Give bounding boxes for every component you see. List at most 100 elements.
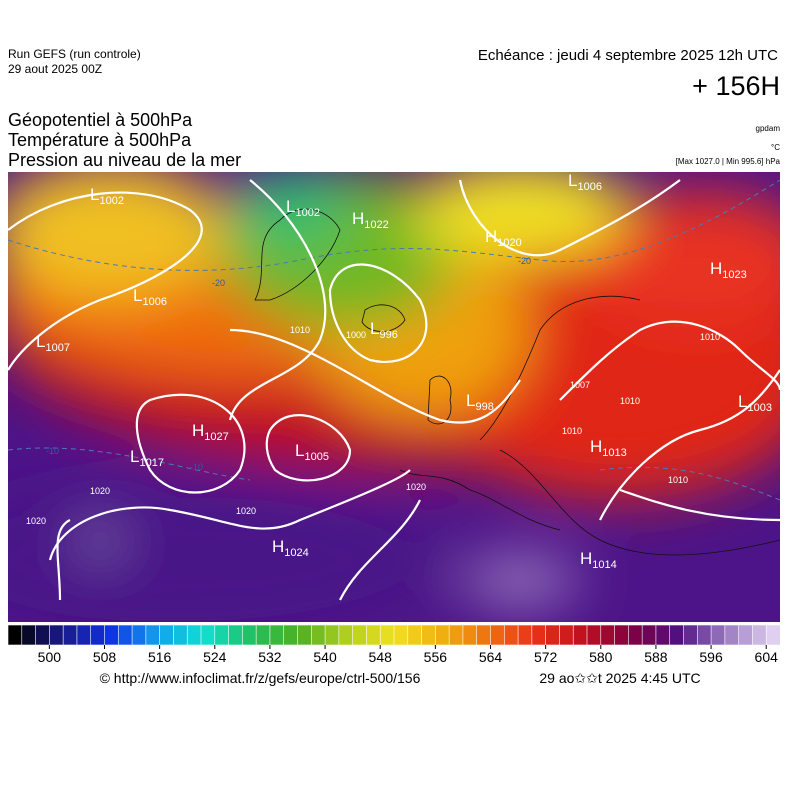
- colorbar-swatch: [159, 624, 175, 646]
- pressure-center: H1020: [485, 227, 522, 249]
- colorbar-swatch: [255, 624, 271, 646]
- pressure-center: L1002: [286, 197, 320, 219]
- pressure-center: H1022: [352, 209, 389, 231]
- colorbar-swatch: [393, 624, 409, 646]
- pressure-center: L1017: [130, 447, 164, 469]
- temperature-label: -10: [190, 462, 203, 472]
- center-value: 1002: [99, 195, 123, 207]
- center-kind: H: [352, 209, 364, 228]
- colorbar-swatch: [448, 624, 464, 646]
- colorbar-swatch: [724, 624, 740, 646]
- colorbar-swatch: [338, 624, 354, 646]
- colorbar-swatch: [352, 624, 368, 646]
- colorbar-swatch: [421, 624, 436, 646]
- colorbar-swatch: [214, 624, 230, 646]
- pressure-center: L1007: [36, 332, 70, 354]
- colorbar-swatch: [655, 624, 671, 646]
- center-kind: H: [485, 227, 497, 246]
- colorbar-swatch: [517, 624, 533, 646]
- colorbar-swatch: [614, 624, 629, 646]
- pressure-center: L1005: [295, 441, 329, 463]
- colorbar-swatch: [669, 624, 685, 646]
- pressure-center: H1024: [272, 537, 309, 559]
- center-kind: H: [580, 549, 592, 568]
- map-labels: L1002 L1002 H1022H1020L1006H1023L1006L996L…: [26, 171, 772, 571]
- center-value: 1024: [284, 547, 308, 559]
- colorbar-label: 532: [258, 649, 282, 665]
- colorbar-label: 548: [369, 649, 393, 665]
- center-value: 1022: [364, 219, 388, 231]
- colorbar-swatch: [710, 624, 726, 646]
- colorbar-label: 516: [148, 649, 172, 665]
- colorbar-label: 580: [589, 649, 613, 665]
- colorbar-swatch: [186, 624, 202, 646]
- run-date: 29 aout 2025 00Z: [8, 62, 102, 76]
- pressure-center: L1006: [568, 171, 602, 193]
- colorbar-swatch: [269, 624, 285, 646]
- unit: [Max 1027.0 | Min 995.6] hPa: [676, 157, 781, 166]
- temperature-label: -10: [46, 446, 59, 456]
- center-value: 1007: [45, 342, 69, 354]
- pressure-center: H1027: [192, 421, 229, 443]
- colorbar-swatch: [407, 624, 423, 646]
- colorbar-swatch: [572, 624, 588, 646]
- center-value: 1003: [747, 402, 771, 414]
- colorbar-label: 556: [424, 649, 448, 665]
- isobar-label: 1020: [26, 516, 46, 526]
- temperature-label: -20: [518, 256, 531, 266]
- colorbar-label: 572: [534, 649, 558, 665]
- isobar-label: 1020: [90, 486, 110, 496]
- unit: °C: [771, 143, 780, 152]
- center-value: 1027: [204, 431, 228, 443]
- pressure-center: H1023: [710, 259, 747, 281]
- colorbar-swatch: [600, 624, 616, 646]
- timestamp: 29 ao✩✩t 2025 4:45 UTC: [539, 670, 700, 686]
- colorbar-swatch: [324, 624, 340, 646]
- colorbar-swatch: [228, 624, 243, 646]
- colorbar-swatch: [297, 624, 312, 646]
- colorbar-swatch: [628, 624, 643, 646]
- center-kind: L: [295, 441, 304, 460]
- center-value: 1014: [592, 559, 616, 571]
- isobar-label: 1007: [570, 380, 590, 390]
- field-title: Géopotentiel à 500hPa: [8, 110, 193, 130]
- colorbar-swatch: [503, 624, 519, 646]
- center-value: 1005: [304, 451, 328, 463]
- colorbar-swatch: [62, 624, 78, 646]
- lead-time: + 156H: [692, 71, 780, 101]
- center-kind: H: [272, 537, 284, 556]
- colorbar-label: 596: [699, 649, 723, 665]
- colorbar-swatch: [366, 624, 381, 646]
- center-value: 998: [475, 401, 493, 413]
- pressure-center: H1013: [590, 437, 627, 459]
- center-value: 1006: [577, 181, 601, 193]
- center-kind: L: [568, 171, 577, 190]
- colorbar-swatch: [35, 624, 50, 646]
- isobar-label: 1010: [668, 475, 688, 485]
- colorbar-swatch: [310, 624, 326, 646]
- center-kind: H: [192, 421, 204, 440]
- center-kind: L: [370, 319, 379, 338]
- colorbar-swatch: [752, 624, 767, 646]
- colorbar-swatch: [104, 624, 119, 646]
- isobar-label: 1010: [562, 426, 582, 436]
- colorbar-swatch: [738, 624, 754, 646]
- center-kind: H: [590, 437, 602, 456]
- colorbar-swatch: [76, 624, 92, 646]
- colorbar-swatch: [131, 624, 147, 646]
- colorbar-swatch: [490, 624, 505, 646]
- colorbar-label: 604: [755, 649, 779, 665]
- colorbar-swatch: [21, 624, 37, 646]
- colorbar-label: 564: [479, 649, 503, 665]
- colorbar-swatch: [49, 624, 64, 646]
- pressure-center: L1003: [738, 392, 772, 414]
- colorbar-swatch: [90, 624, 106, 646]
- center-kind: L: [36, 332, 45, 351]
- isobar-label: 1020: [236, 506, 256, 516]
- colorbar-label: 540: [313, 649, 337, 665]
- field-title: Température à 500hPa: [8, 130, 192, 150]
- temperature-label: -20: [212, 278, 225, 288]
- isobar-label: 1010: [290, 325, 310, 335]
- colorbar-swatch: [765, 624, 781, 646]
